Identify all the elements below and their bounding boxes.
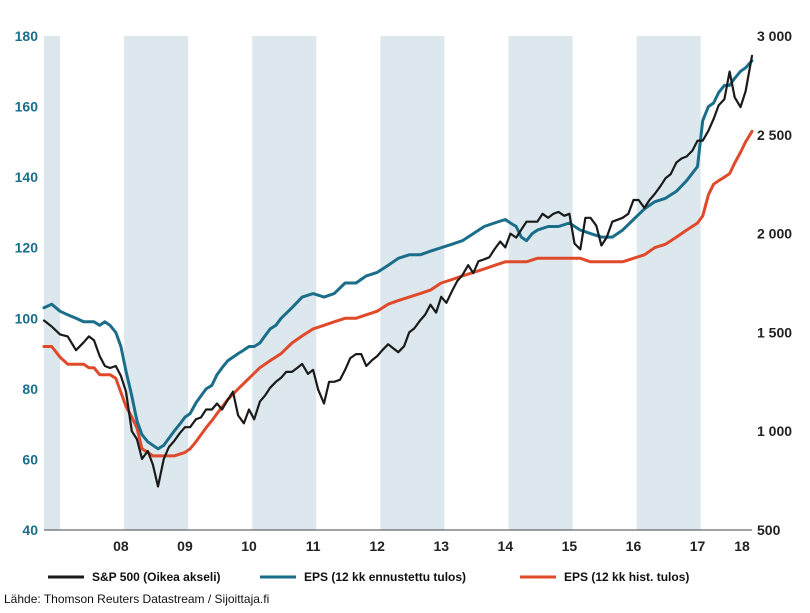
shaded-period-5	[636, 36, 701, 530]
y-right-tick-label: 1 000	[757, 423, 792, 439]
y-left-tick-label: 140	[15, 169, 39, 185]
source-note: Lähde: Thomson Reuters Datastream / Sijo…	[4, 592, 269, 606]
legend-label-eps-forward: EPS (12 kk ennustettu tulos)	[304, 570, 466, 584]
y-left-tick-label: 80	[22, 381, 38, 397]
y-right-tick-label: 2 500	[757, 127, 792, 143]
series-lines	[42, 54, 754, 488]
y-left-tick-label: 160	[15, 99, 39, 115]
y-left-tick-label: 100	[15, 310, 39, 326]
legend-label-eps-hist: EPS (12 kk hist. tulos)	[564, 570, 689, 584]
series-line-1	[42, 59, 754, 451]
tick-labels: 40 60 80 100 120 140 160 180 500 1 000 1 500 2 000 2…	[15, 28, 793, 554]
x-tick-label: 17	[690, 538, 706, 554]
series-line-0	[42, 54, 754, 488]
x-tick-label: 15	[562, 538, 578, 554]
x-tick-label: 14	[498, 538, 514, 554]
y-right-tick-label: 2 000	[757, 226, 792, 242]
y-left-tick-label: 40	[22, 522, 38, 538]
y-right-tick-label: 3 000	[757, 28, 792, 44]
legend: S&P 500 (Oikea akseli) EPS (12 kk ennust…	[48, 570, 689, 584]
y-left-tick-label: 120	[15, 240, 39, 256]
shaded-period-3	[380, 36, 445, 530]
x-tick-label: 10	[241, 538, 257, 554]
x-tick-label: 13	[433, 538, 449, 554]
legend-label-sp500: S&P 500 (Oikea akseli)	[92, 570, 221, 584]
shaded-period-0	[44, 36, 61, 530]
x-tick-label: 11	[306, 538, 321, 554]
y-left-tick-label: 180	[15, 28, 39, 44]
shaded-period-4	[508, 36, 573, 530]
y-right-tick-label: 1 500	[757, 324, 792, 340]
shaded-periods	[44, 36, 701, 530]
x-tick-label: 16	[626, 538, 642, 554]
x-tick-label: 08	[113, 538, 129, 554]
x-tick-label: 09	[177, 538, 193, 554]
x-tick-label: 12	[369, 538, 385, 554]
y-right-tick-label: 500	[757, 522, 781, 538]
x-tick-label: 18	[734, 538, 750, 554]
shaded-period-2	[252, 36, 317, 530]
y-left-tick-label: 60	[22, 451, 38, 467]
